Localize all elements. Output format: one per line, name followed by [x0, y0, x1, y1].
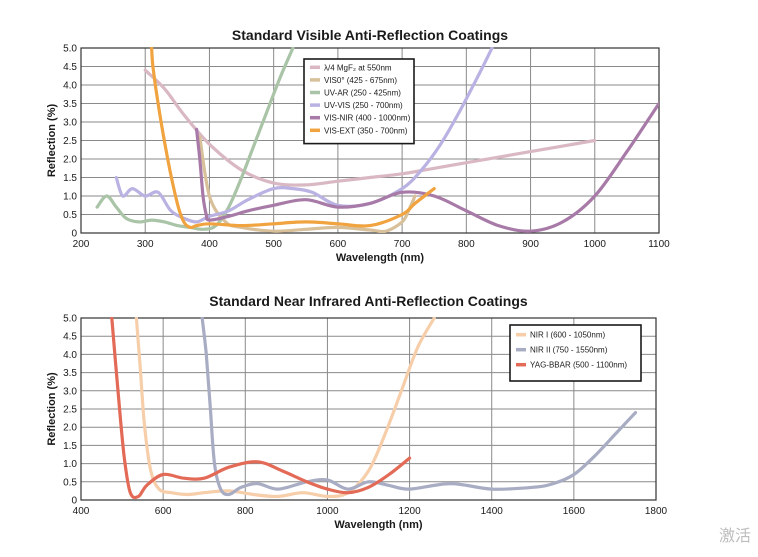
y-tick-label: 1.5 [63, 173, 77, 184]
x-tick-label: 800 [237, 506, 254, 517]
legend-label: λ/4 MgF₂ at 550nm [324, 63, 392, 72]
y-tick-label: 3.5 [63, 368, 77, 379]
y-tick-label: 0.5 [63, 477, 77, 488]
legend-label: UV-VIS (250 - 700nm) [324, 101, 403, 110]
legend-label: VIS0° (425 - 675nm) [324, 76, 397, 85]
y-tick-label: 0 [71, 229, 77, 240]
y-tick-label: 1.0 [63, 459, 77, 470]
x-tick-label: 1000 [584, 239, 607, 250]
legend-box [303, 58, 415, 145]
series-line-vis0-425-675nm [198, 135, 417, 233]
series-line-nir-ii-750-1550nm [200, 317, 638, 497]
chart-2: Standard Near Infrared Anti-Reflection C… [46, 293, 668, 531]
y-tick-label: 1.5 [63, 441, 77, 452]
chart-title: Standard Near Infrared Anti-Reflection C… [209, 293, 528, 309]
legend: NIR I (600 - 1050nm) NIR II (750 - 1550nm… [509, 324, 642, 382]
y-tick-label: 0 [71, 496, 77, 507]
y-tick-label: 2.0 [63, 423, 77, 434]
y-tick-label: 0.5 [63, 210, 77, 221]
series-line-vis-nir-400-1000nm [195, 101, 659, 233]
series-group [110, 317, 638, 500]
x-tick-label: 200 [73, 239, 90, 250]
watermark-text: 激活 [719, 526, 751, 545]
x-axis-label: Wavelength (nm) [334, 519, 423, 531]
legend-label: NIR II (750 - 1550nm) [530, 346, 608, 355]
legend-label: VIS-NIR (400 - 1000nm) [324, 114, 411, 123]
series-line-uv-vis-250-700nm [114, 47, 494, 224]
x-tick-label: 1100 [648, 239, 670, 250]
x-tick-label: 1200 [398, 506, 421, 517]
x-tick-label: 900 [522, 239, 539, 250]
plot-frame [80, 47, 660, 234]
x-tick-label: 400 [201, 239, 218, 250]
series-line-uv-ar-250-425nm [95, 47, 295, 231]
legend-label: NIR I (600 - 1050nm) [530, 331, 605, 340]
y-axis-label: Reflection (%) [46, 103, 58, 177]
x-tick-label: 1000 [316, 506, 339, 517]
y-tick-label: 5.0 [63, 314, 77, 325]
x-axis-label: Wavelength (nm) [336, 252, 425, 264]
series-line-vis-ext-350-700nm [150, 47, 436, 230]
x-tick-label: 400 [73, 506, 90, 517]
y-tick-label: 3.0 [63, 118, 77, 129]
y-tick-label: 3.5 [63, 99, 77, 110]
y-tick-label: 1.0 [63, 192, 77, 203]
chart-title: Standard Visible Anti-Reflection Coating… [232, 27, 508, 43]
x-tick-label: 300 [137, 239, 154, 250]
x-tick-label: 600 [330, 239, 347, 250]
y-axis-label: Reflection (%) [46, 372, 58, 446]
y-tick-label: 2.0 [63, 155, 77, 166]
x-tick-label: 700 [394, 239, 411, 250]
legend-label: UV-AR (250 - 425nm) [324, 89, 401, 98]
y-tick-label: 4.0 [63, 81, 77, 92]
legend: λ/4 MgF₂ at 550nm VIS0° (425 - 675nm) UV-A… [303, 58, 415, 145]
x-tick-label: 1400 [481, 506, 504, 517]
y-tick-label: 5.0 [63, 44, 77, 55]
y-tick-label: 3.0 [63, 386, 77, 397]
series-line-yag-bbar-500-1100nm [110, 317, 412, 500]
plot-frame [80, 317, 657, 501]
y-tick-label: 4.5 [63, 332, 77, 343]
y-tick-label: 4.5 [63, 62, 77, 73]
y-tick-label: 2.5 [63, 405, 77, 416]
x-tick-label: 500 [265, 239, 282, 250]
x-tick-label: 800 [458, 239, 475, 250]
x-tick-label: 1600 [563, 506, 586, 517]
x-tick-label: 600 [155, 506, 172, 517]
legend-label: YAG-BBAR (500 - 1100nm) [530, 361, 627, 370]
x-tick-label: 1800 [645, 506, 668, 517]
y-tick-label: 4.0 [63, 350, 77, 361]
legend-label: VIS-EXT (350 - 700nm) [324, 126, 408, 135]
chart-1: Standard Visible Anti-Reflection Coating… [46, 27, 670, 264]
y-tick-label: 2.5 [63, 136, 77, 147]
legend-box [509, 324, 642, 382]
series-group [95, 47, 659, 233]
series-line-nir-i-600-1050nm [134, 317, 436, 499]
